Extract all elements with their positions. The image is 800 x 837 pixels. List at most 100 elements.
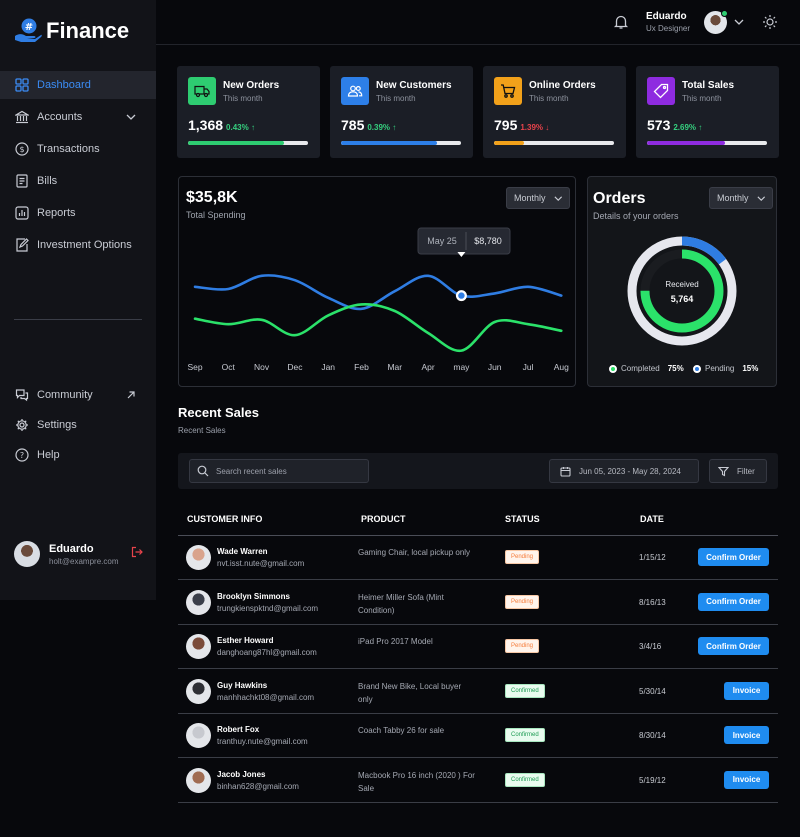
chevron-down-icon[interactable] <box>734 17 744 27</box>
tooltip-pointer <box>457 252 466 257</box>
x-tick-label: Dec <box>287 362 303 372</box>
svg-text:?: ? <box>20 451 24 460</box>
legend-pending-label: Pending <box>705 364 735 373</box>
search-input[interactable] <box>216 466 356 476</box>
topbar-user-name: Eduardo <box>646 11 687 22</box>
x-tick-label: Jul <box>523 362 534 372</box>
cart-icon <box>494 77 522 105</box>
legend-completed: Completed 75% <box>609 364 684 373</box>
invoice-button[interactable]: Invoice <box>724 726 769 744</box>
confirm-order-button[interactable]: Confirm Order <box>698 548 769 566</box>
hash-hand-icon: # <box>15 18 42 42</box>
order-date: 5/30/14 <box>639 686 666 696</box>
sidebar-item-label: Transactions <box>37 143 100 155</box>
sidebar-item-reports[interactable]: Reports <box>0 199 156 227</box>
tooltip-value: $8,780 <box>474 236 502 246</box>
status-badge: Pending <box>505 594 540 609</box>
spending-line-chart: Sep Oct Nov Dec Jan Feb Mar Apr may Jun Jul Aug May … <box>187 227 569 372</box>
column-header-status[interactable]: STATUS <box>505 514 540 524</box>
logout-icon[interactable] <box>131 546 143 558</box>
sidebar-item-settings[interactable]: Settings <box>0 411 156 439</box>
stat-value: 573 2.69% ↑ <box>647 117 703 133</box>
sidebar-item-community[interactable]: Community <box>0 381 156 409</box>
legend-pending: Pending 15% <box>693 364 758 373</box>
column-header-customer[interactable]: CUSTOMER INFO <box>187 514 263 524</box>
x-tick-label: Jan <box>321 362 335 372</box>
order-date: 8/30/14 <box>639 731 666 740</box>
sidebar-item-transactions[interactable]: $ Transactions <box>0 135 156 163</box>
donut-center-label: Received <box>665 280 699 289</box>
legend-pending-pct: 15% <box>742 364 759 373</box>
avatar[interactable] <box>704 11 727 34</box>
truck-icon <box>188 77 216 105</box>
series-line-1 <box>193 302 563 352</box>
table-row[interactable]: Jacob Jones binhan628@gmail.com Macbook Pr… <box>178 759 778 803</box>
date-range-picker[interactable]: Jun 05, 2023 - May 28, 2024 <box>549 459 699 483</box>
top-bar: Eduardo Ux Designer <box>156 0 800 45</box>
tooltip-box <box>417 227 511 255</box>
sidebar-item-help[interactable]: ? Help <box>0 441 156 469</box>
sidebar-item-bills[interactable]: Bills <box>0 167 156 195</box>
brand-logo[interactable]: # Finance <box>14 18 129 44</box>
sidebar-item-investment-options[interactable]: Investment Options <box>0 231 156 259</box>
invoice-button[interactable]: Invoice <box>724 770 769 789</box>
grid-icon <box>15 78 29 92</box>
order-date: 1/15/12 <box>639 553 666 562</box>
avatar <box>186 678 211 704</box>
sidebar-item-dashboard[interactable]: Dashboard <box>0 71 156 99</box>
confirm-order-button[interactable]: Confirm Order <box>698 637 769 655</box>
x-tick-label: Oct <box>222 362 236 372</box>
sidebar-divider <box>14 319 142 320</box>
sidebar-item-label: Bills <box>37 175 58 187</box>
order-date: 8/16/13 <box>639 597 666 607</box>
filter-label: Filter <box>737 466 755 476</box>
customer-email: nvt.isst.nute@gmail.com <box>217 559 305 568</box>
table-row[interactable]: Brooklyn Simmons trungkienspktnd@gmail.co… <box>178 581 778 625</box>
stat-card-new-orders: New Orders This month 1,368 0.43% ↑ <box>177 66 320 158</box>
svg-text:$: $ <box>19 145 24 154</box>
customer-name: Robert Fox <box>217 725 260 734</box>
search-box[interactable] <box>189 459 369 483</box>
product-name: Gaming Chair, local pickup only <box>358 548 471 557</box>
order-date: 5/19/12 <box>639 775 666 785</box>
orders-period-select[interactable]: Monthly <box>709 187 773 209</box>
confirm-order-button[interactable]: Confirm Order <box>698 592 769 611</box>
sidebar-item-accounts[interactable]: Accounts <box>0 103 156 131</box>
legend-completed-label: Completed <box>621 364 660 373</box>
bell-icon[interactable] <box>613 14 629 30</box>
spending-period-select[interactable]: Monthly <box>506 187 570 209</box>
table-row[interactable]: Guy Hawkins manhhachkt08@gmail.com Brand N… <box>178 670 778 714</box>
chevron-down-icon[interactable] <box>126 112 136 122</box>
stat-value: 785 0.39% ↑ <box>341 117 397 133</box>
invoice-button[interactable]: Invoice <box>724 681 769 700</box>
table-row[interactable]: Robert Fox tranthuy.nute@gmail.com Coach T… <box>178 714 778 758</box>
product-name: Macbook Pro 16 inch (2020 ) For Sale <box>358 770 475 793</box>
total-spending-amount: $35,8K <box>186 189 238 206</box>
filter-icon <box>718 466 729 476</box>
stat-card-total-sales: Total Sales This month 573 2.69% ↑ <box>636 66 779 158</box>
product-name: Brand New Bike, Local buyer only <box>358 681 462 704</box>
sidebar-item-label: Dashboard <box>37 79 91 91</box>
highlight-point <box>458 292 465 299</box>
status-badge: Pending <box>505 639 540 653</box>
customer-email: binhan628@gmail.com <box>217 781 299 791</box>
online-status-dot <box>721 10 728 17</box>
sidebar: # Finance Dashboard Accounts $ Transacti… <box>0 0 156 600</box>
donut-center-value: 5,764 <box>670 294 694 304</box>
avatar <box>186 723 211 748</box>
sun-icon[interactable] <box>762 14 778 30</box>
table-row[interactable]: Wade Warren nvt.isst.nute@gmail.com Gaming… <box>178 536 778 580</box>
filter-button[interactable]: Filter <box>709 459 767 483</box>
avatar <box>14 541 40 567</box>
orders-subtitle: Details of your orders <box>593 211 679 221</box>
arrow-up-right-icon <box>127 391 135 399</box>
x-tick-label: Sep <box>187 362 202 372</box>
column-header-date[interactable]: DATE <box>640 514 664 524</box>
spending-period-value: Monthly <box>514 193 546 203</box>
column-header-product[interactable]: PRODUCT <box>361 514 406 524</box>
table-row[interactable]: Esther Howard danghoang87hl@gmail.com iPad… <box>178 625 778 669</box>
topbar-user[interactable]: Eduardo Ux Designer <box>646 11 690 33</box>
stat-subtitle: This month <box>223 94 263 103</box>
legend-completed-pct: 75% <box>667 364 684 373</box>
stat-progress-bar <box>494 141 614 145</box>
